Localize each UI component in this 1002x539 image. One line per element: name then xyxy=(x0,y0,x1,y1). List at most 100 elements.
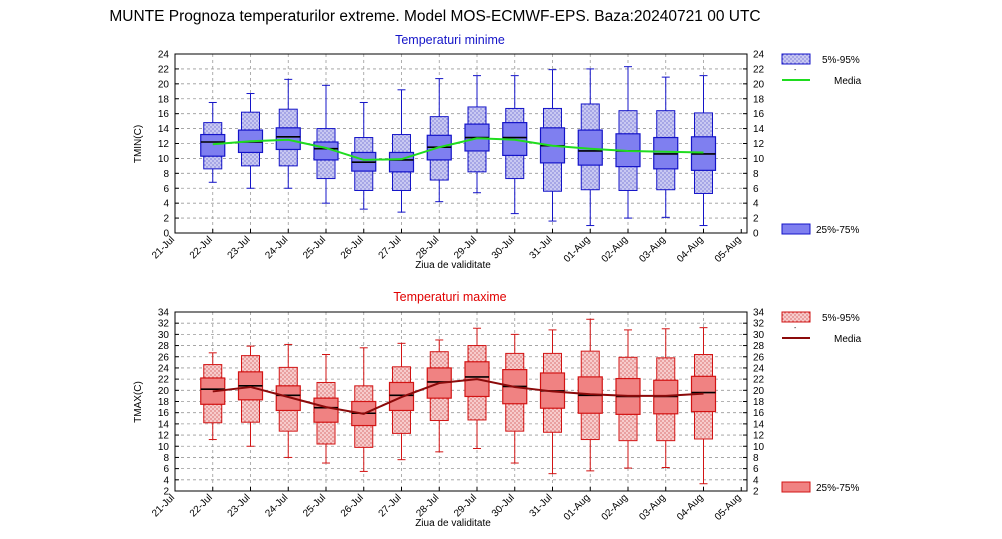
tmax-mean-line xyxy=(212,378,704,415)
tmax-y-tick-label-left: 12 xyxy=(158,431,170,442)
tmin-x-tick-label: 04-Aug xyxy=(675,234,706,265)
tmin-y-tick-label-right: 16 xyxy=(753,109,765,120)
tmin-y-tick-label-left: 2 xyxy=(163,214,169,225)
tmax-y-tick-label-right: 16 xyxy=(753,408,765,419)
tmax-y-tick-label-right: 4 xyxy=(753,475,759,486)
tmin-y-tick-label-left: 8 xyxy=(163,169,169,180)
tmin-y-tick-label-right: 2 xyxy=(753,214,759,225)
tmax-x-tick-label: 22-Jul xyxy=(188,492,215,519)
tmin-y-tick-label-left: 24 xyxy=(158,50,170,61)
tmax-y-tick-label-right: 10 xyxy=(753,442,765,453)
tmin-box-03-Aug xyxy=(653,76,679,218)
tmax-x-axis-label: Ziua de validitate xyxy=(415,518,491,529)
tmax-x-tick-label: 02-Aug xyxy=(600,492,631,523)
tmax-x-tick-label: 05-Aug xyxy=(713,492,744,523)
tmax-y-tick-label-right: 12 xyxy=(753,431,765,442)
tmax-x-tick-label: 03-Aug xyxy=(637,492,668,523)
tmax-y-tick-label-left: 8 xyxy=(163,453,169,464)
tmax-x-tick-label: 30-Jul xyxy=(490,492,517,519)
tmin-box-01-Aug xyxy=(577,68,603,227)
tmax-y-tick-label-right: 14 xyxy=(753,419,765,430)
tmin-y-tick-label-right: 4 xyxy=(753,199,759,210)
tmax-box-22-Jul xyxy=(200,352,226,441)
tmin-y-tick-label-right: 24 xyxy=(753,50,765,61)
tmax-y-tick-label-left: 14 xyxy=(158,419,170,430)
tmax-y-tick-label-right: 24 xyxy=(753,363,765,374)
tmax-box-29-Jul xyxy=(464,327,490,449)
tmin-x-tick-label: 03-Aug xyxy=(637,234,668,265)
tmax-x-tick-label: 26-Jul xyxy=(339,492,366,519)
tmax-legend-outer-label: 5%-95% xyxy=(822,313,860,324)
tmin-box-27-Jul xyxy=(388,89,415,213)
tmax-legend-mean-label: Media xyxy=(834,334,862,345)
tmin-x-tick-label: 02-Aug xyxy=(600,234,631,265)
tmax-box-02-Aug xyxy=(615,329,641,469)
tmin-legend-outer-label: 5%-95% xyxy=(822,55,860,66)
tmin-y-tick-label-left: 22 xyxy=(158,64,170,75)
tmax-y-tick-label-left: 18 xyxy=(158,397,170,408)
tmax-box-04-Aug xyxy=(690,327,717,485)
tmax-q1-q3-box xyxy=(275,385,301,412)
tmin-legend-inner-label: 25%-75% xyxy=(816,225,859,236)
tmin-x-tick-label: 05-Aug xyxy=(713,234,744,265)
tmin-y-tick-label-left: 4 xyxy=(163,199,169,210)
tmin-box-02-Aug xyxy=(615,66,641,219)
tmax-y-tick-label-left: 32 xyxy=(158,319,170,330)
tmin-panel: Temperaturi minime TMIN(C) Ziua de valid… xyxy=(133,33,862,271)
tmin-y-tick-label-left: 16 xyxy=(158,109,170,120)
tmin-x-tick-label: 01-Aug xyxy=(562,234,593,265)
tmin-y-tick-label-left: 14 xyxy=(158,124,170,135)
tmax-box-27-Jul xyxy=(388,342,415,461)
tmax-x-tick-label: 23-Jul xyxy=(226,492,253,519)
tmin-y-axis-label: TMIN(C) xyxy=(133,125,144,163)
tmin-x-tick-label: 31-Jul xyxy=(528,234,555,261)
tmax-y-tick-label-left: 28 xyxy=(158,341,170,352)
tmax-y-tick-label-left: 10 xyxy=(158,442,170,453)
tmin-legend-mean-label: Media xyxy=(834,76,862,87)
tmax-y-tick-label-right: 32 xyxy=(753,319,765,330)
tmax-box-01-Aug xyxy=(577,318,603,472)
tmin-box-29-Jul xyxy=(464,75,490,194)
tmax-y-tick-label-left: 22 xyxy=(158,375,170,386)
tmax-box-31-Jul xyxy=(539,329,566,475)
tmin-q1-q3-box xyxy=(200,133,226,157)
tmax-y-tick-label-left: 6 xyxy=(163,464,169,475)
page-title: MUNTE Prognoza temperaturilor extreme. M… xyxy=(109,8,761,25)
tmax-y-tick-label-left: 4 xyxy=(163,475,169,486)
tmin-box-25-Jul xyxy=(313,84,339,204)
tmin-y-tick-label-left: 10 xyxy=(158,154,170,165)
tmin-y-tick-label-left: 18 xyxy=(158,94,170,105)
tmax-x-tick-label: 29-Jul xyxy=(452,492,479,519)
tmax-y-tick-label-left: 2 xyxy=(163,487,169,498)
tmin-y-tick-label-left: 0 xyxy=(163,229,169,240)
tmin-box-26-Jul xyxy=(351,101,377,210)
tmin-x-tick-label: 25-Jul xyxy=(301,234,328,261)
tmin-y-tick-label-left: 6 xyxy=(163,184,169,195)
tmin-y-tick-label-right: 0 xyxy=(753,229,759,240)
tmax-x-tick-label: 24-Jul xyxy=(263,492,290,519)
tmax-y-tick-label-right: 26 xyxy=(753,352,765,363)
tmax-legend-inner-swatch xyxy=(781,481,811,493)
tmax-y-tick-label-right: 8 xyxy=(753,453,759,464)
tmax-y-tick-label-right: 2 xyxy=(753,487,759,498)
tmax-y-tick-label-left: 24 xyxy=(158,363,170,374)
tmax-y-tick-label-right: 22 xyxy=(753,375,765,386)
tmin-y-tick-label-right: 18 xyxy=(753,94,765,105)
tmin-x-tick-label: 29-Jul xyxy=(452,234,479,261)
tmax-box-25-Jul xyxy=(313,354,339,464)
tmax-y-tick-label-right: 34 xyxy=(753,308,765,319)
tmin-legend-mean-mark: - xyxy=(794,67,797,74)
tmin-y-tick-label-right: 8 xyxy=(753,169,759,180)
tmax-y-tick-label-right: 28 xyxy=(753,341,765,352)
tmin-box-28-Jul xyxy=(426,78,452,203)
tmax-box-24-Jul xyxy=(275,343,301,458)
tmin-y-tick-label-right: 6 xyxy=(753,184,759,195)
tmax-legend-mean-mark: - xyxy=(794,325,797,332)
tmin-x-tick-label: 23-Jul xyxy=(226,234,253,261)
tmax-chart-title: Temperaturi maxime xyxy=(393,290,506,304)
tmax-legend-inner-label: 25%-75% xyxy=(816,483,859,494)
tmax-y-tick-label-right: 6 xyxy=(753,464,759,475)
tmin-box-30-Jul xyxy=(502,75,528,215)
tmin-y-tick-label-right: 22 xyxy=(753,64,765,75)
